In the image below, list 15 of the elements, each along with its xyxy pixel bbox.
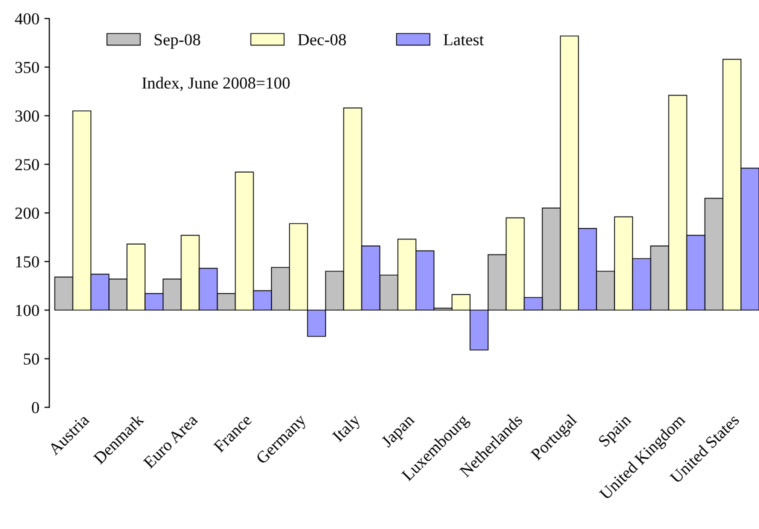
y-tick-label: 300	[15, 110, 39, 122]
y-tick-label: 350	[15, 62, 39, 74]
annotation: Index, June 2008=100	[142, 76, 290, 92]
y-tick-label: 50	[24, 353, 39, 365]
x-tick-label: Italy	[332, 412, 364, 445]
y-tick-label: 100	[16, 304, 39, 316]
legend-label: Sep-08	[154, 34, 200, 49]
legend-label: Dec-08	[298, 34, 346, 46]
y-tick-label: 150	[16, 256, 39, 268]
x-tick-label: Euro Area	[142, 413, 198, 469]
y-tick-label: 250	[15, 159, 39, 170]
legend-label: Latest	[444, 34, 484, 46]
y-tick-label: 400	[14, 13, 39, 24]
y-tick-label: 200	[15, 208, 39, 219]
y-tick-label: 0	[32, 402, 39, 414]
